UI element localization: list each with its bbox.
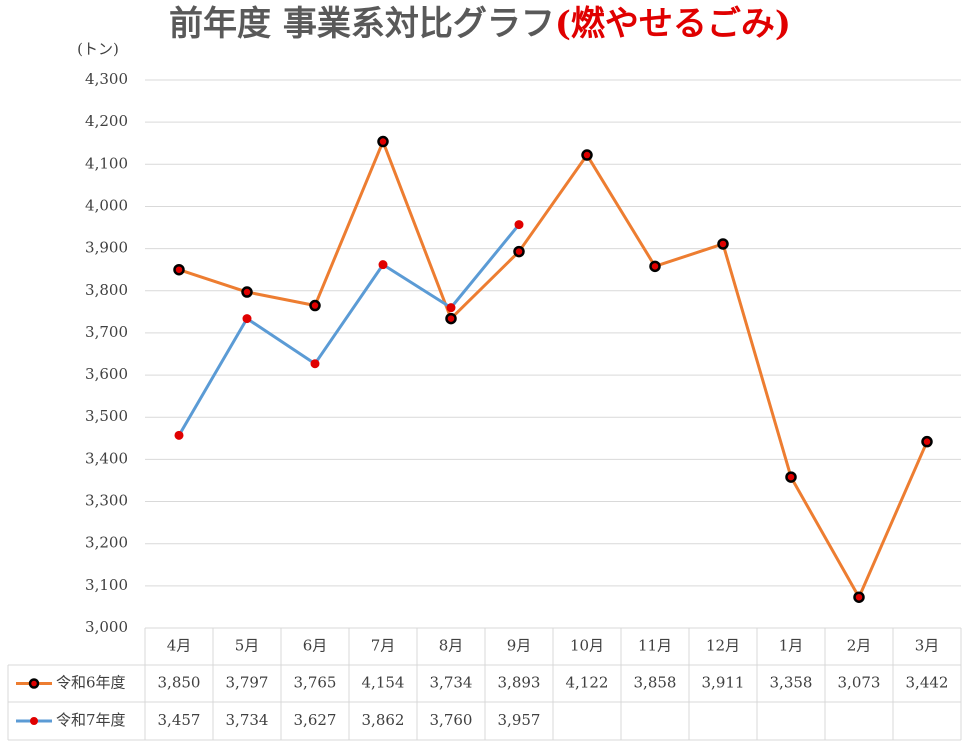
- title-sub: (燃やせるごみ): [555, 4, 791, 44]
- point-marker: [242, 314, 252, 324]
- point-marker: [174, 430, 184, 440]
- point-marker: [785, 471, 797, 483]
- x-tick-label: 2月: [847, 637, 872, 655]
- y-tick-label: 3,600: [85, 365, 128, 383]
- table-value: 3,862: [362, 711, 405, 729]
- x-tick-label: 9月: [507, 637, 532, 655]
- table-value: 3,734: [430, 674, 473, 692]
- y-tick-label: 4,100: [85, 154, 128, 172]
- x-tick-label: 10月: [570, 637, 604, 655]
- point-marker: [446, 303, 456, 313]
- table-value: 4,154: [362, 674, 405, 692]
- table-value: 3,734: [226, 711, 269, 729]
- legend-marker: [30, 717, 38, 725]
- table-value: 3,760: [430, 711, 473, 729]
- table-value: 3,911: [702, 674, 745, 692]
- point-marker: [921, 435, 933, 448]
- x-tick-label: 7月: [371, 637, 396, 655]
- table-value: 3,893: [498, 674, 541, 692]
- y-tick-label: 3,500: [85, 407, 128, 425]
- y-tick-label: 3,100: [85, 576, 128, 594]
- point-marker: [853, 591, 865, 603]
- point-marker: [649, 260, 661, 273]
- series-line: [177, 223, 521, 437]
- y-tick-label: 3,700: [85, 323, 128, 341]
- point-marker: [378, 260, 388, 270]
- table-value: 3,627: [294, 711, 337, 729]
- x-tick-label: 1月: [779, 637, 804, 655]
- point-marker: [513, 245, 525, 258]
- table-value: 3,858: [634, 674, 677, 692]
- table-value: 3,765: [294, 674, 337, 692]
- y-tick-label: 3,400: [85, 449, 128, 467]
- x-tick-label: 12月: [706, 637, 740, 655]
- x-tick-label: 8月: [439, 637, 464, 655]
- y-tick-label: 3,800: [85, 281, 128, 299]
- table-value: 3,957: [498, 711, 541, 729]
- legend-label: 令和7年度: [56, 711, 126, 729]
- table-value: 3,442: [906, 674, 949, 692]
- point-marker: [581, 149, 593, 161]
- x-tick-label: 11月: [638, 637, 672, 655]
- title-main: 前年度 事業系対比グラフ: [169, 4, 555, 44]
- y-tick-label: 3,900: [85, 239, 128, 257]
- table-value: 3,073: [838, 674, 881, 692]
- x-tick-label: 3月: [915, 637, 940, 655]
- x-tick-label: 6月: [303, 637, 328, 655]
- point-marker: [241, 286, 253, 298]
- legend-label: 令和6年度: [56, 674, 126, 692]
- legend-marker: [28, 678, 40, 689]
- y-tick-label: 4,300: [85, 70, 128, 88]
- point-marker: [309, 299, 321, 312]
- table-value: 3,797: [226, 674, 269, 692]
- y-tick-label: 3,000: [85, 618, 128, 636]
- table-value: 3,457: [158, 711, 201, 729]
- point-marker: [310, 359, 320, 369]
- series-line: [178, 140, 929, 599]
- point-marker: [514, 220, 524, 230]
- y-tick-label: 3,200: [85, 534, 128, 552]
- x-tick-label: 5月: [235, 637, 260, 655]
- y-tick-label: 4,200: [85, 112, 128, 130]
- x-tick-label: 4月: [167, 637, 192, 655]
- y-axis-label: (トン): [77, 40, 119, 58]
- point-marker: [717, 238, 729, 250]
- point-marker: [173, 263, 185, 276]
- chart-title: 前年度 事業系対比グラフ(燃やせるごみ): [169, 4, 791, 44]
- table-value: 3,850: [158, 674, 201, 692]
- table-value: 3,358: [770, 674, 813, 692]
- y-tick-label: 3,300: [85, 492, 128, 510]
- table-value: 4,122: [566, 674, 609, 692]
- point-marker: [377, 135, 389, 148]
- y-tick-label: 4,000: [85, 196, 128, 214]
- point-marker: [445, 312, 457, 325]
